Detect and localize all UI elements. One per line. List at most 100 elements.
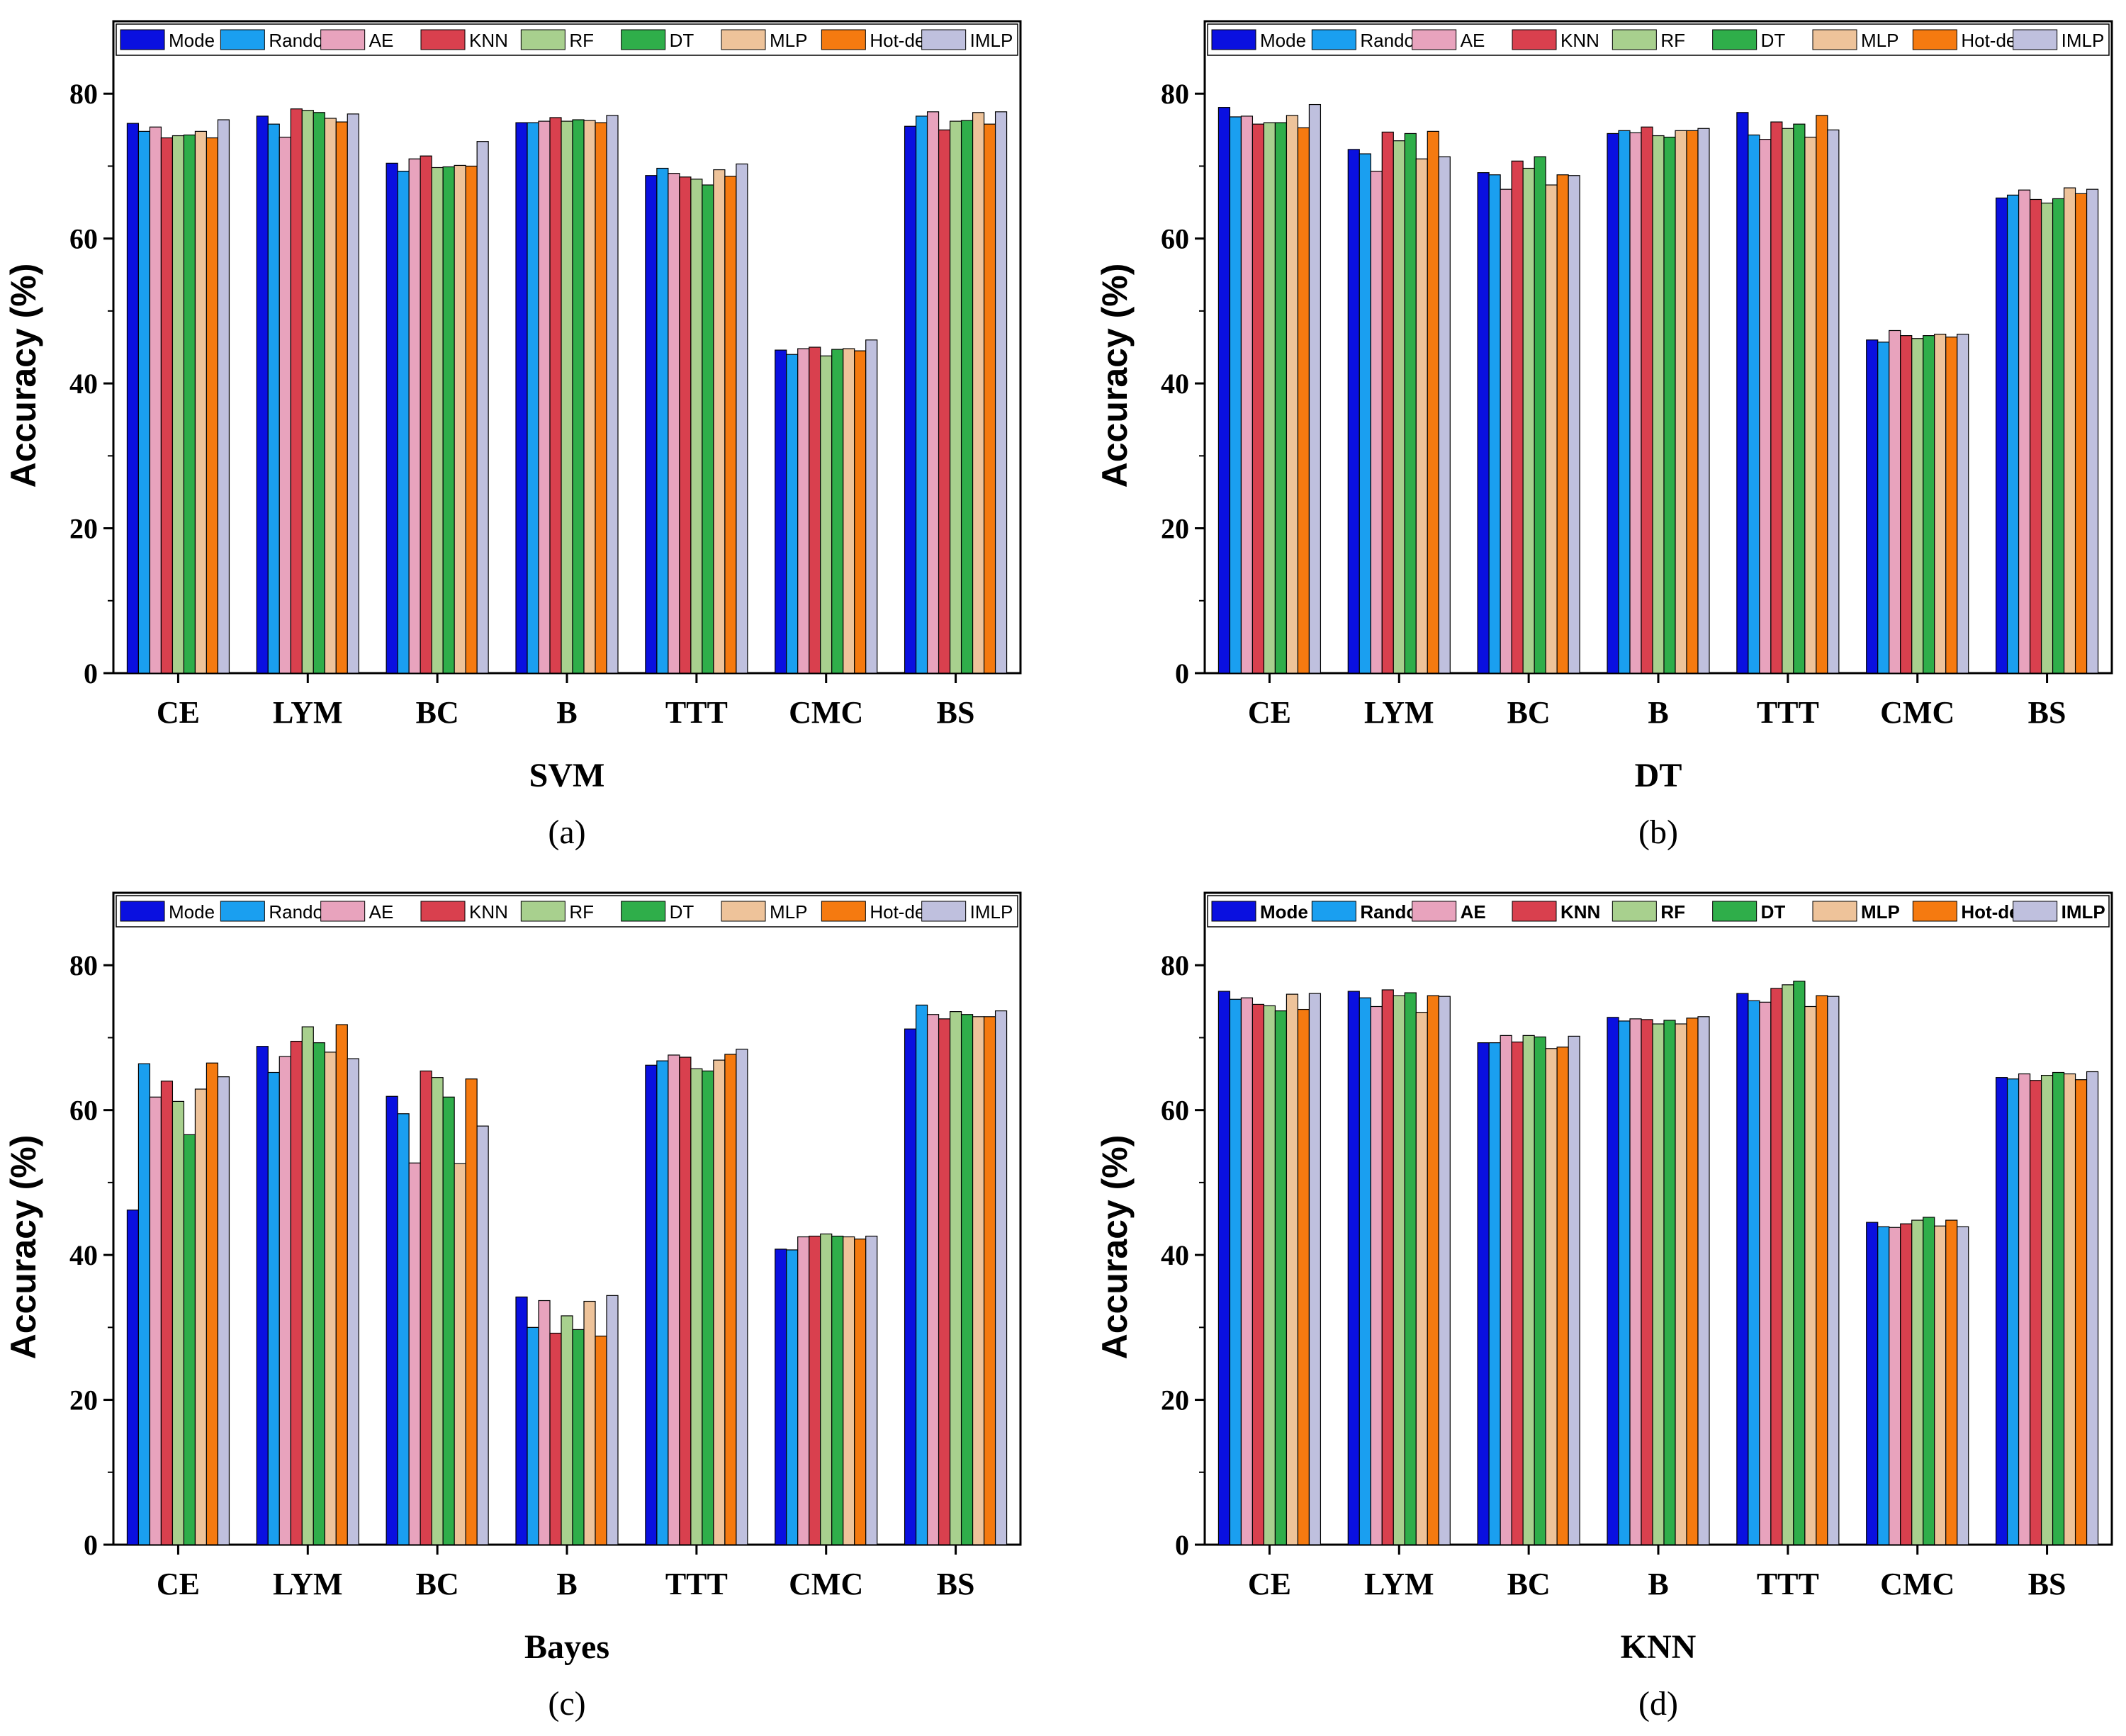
x-tick-label: LYM — [273, 695, 343, 730]
bar-rf-ttt — [1782, 128, 1794, 674]
bar-hot-deck-ttt — [724, 1054, 737, 1545]
x-tick-label: BS — [2028, 1567, 2066, 1601]
bar-mode-bc — [1477, 172, 1490, 674]
bar-mlp-bs — [972, 112, 985, 674]
legend: Mode Random AE KNN RF DT MLP Hot-deck IMLP — [1207, 895, 2110, 928]
y-tick-label: 40 — [1161, 368, 1189, 400]
bar-rf-cmc — [1911, 338, 1924, 674]
y-tick-label: 60 — [69, 1095, 98, 1127]
bar-rf-lym — [301, 1026, 314, 1545]
bar-imlp-bc — [476, 141, 489, 674]
bar-ae-bs — [926, 111, 940, 674]
bar-mode-cmc — [1866, 1222, 1879, 1545]
legend-swatch-mlp — [1812, 29, 1857, 50]
bar-hot-deck-bs — [2074, 1079, 2088, 1545]
bar-imlp-ce — [1308, 103, 1322, 674]
bar-knn-ttt — [679, 1056, 692, 1545]
bar-ae-ttt — [668, 173, 680, 674]
bar-rf-bc — [1522, 167, 1535, 674]
bar-dt-bc — [1534, 156, 1546, 674]
bar-mlp-ce — [194, 130, 208, 674]
y-tick-label: 0 — [1175, 658, 1189, 689]
legend-label-knn: KNN — [1560, 901, 1600, 923]
legend-label-dt: DT — [1761, 30, 1786, 51]
bar-mlp-ttt — [713, 169, 726, 674]
bar-imlp-bs — [2086, 1071, 2099, 1545]
panel-label: (b) — [1638, 813, 1678, 851]
bar-knn-cmc — [1900, 335, 1913, 674]
bar-ae-ttt — [1759, 139, 1772, 674]
bar-random-cmc — [1877, 1226, 1890, 1545]
legend-swatch-mlp — [1812, 901, 1857, 922]
bar-dt-b — [572, 119, 585, 674]
bar-mlp-cmc — [843, 348, 855, 674]
bar-hot-deck-lym — [335, 121, 348, 674]
bar-rf-bs — [2040, 1074, 2054, 1545]
bar-random-cmc — [786, 1249, 799, 1545]
x-tick-label: LYM — [273, 1567, 343, 1601]
bar-imlp-ce — [217, 1076, 230, 1545]
x-tick-label: BS — [2028, 695, 2066, 730]
bar-imlp-bc — [476, 1125, 489, 1545]
legend-label-mlp: MLP — [770, 901, 807, 923]
bar-mode-ttt — [645, 175, 658, 674]
bar-imlp-b — [1697, 128, 1710, 674]
x-tick-label: TTT — [665, 695, 728, 730]
bar-rf-cmc — [820, 1233, 833, 1545]
bar-mode-bc — [1477, 1042, 1490, 1545]
bar-mlp-ce — [1286, 993, 1299, 1545]
legend-label-imlp: IMLP — [2062, 30, 2105, 51]
bar-random-lym — [267, 1071, 280, 1545]
bar-dt-b — [1663, 136, 1676, 674]
bar-imlp-bs — [2086, 188, 2099, 674]
bar-random-ce — [1229, 116, 1242, 674]
legend-swatch-mlp — [721, 29, 766, 50]
x-tick-label: TTT — [1757, 695, 1819, 730]
bar-mode-ttt — [1736, 993, 1749, 1545]
chart-panel-1: 0 20 40 60 80 Accuracy (%) CE LYM BC B TTT CMC BS SVM… — [4, 20, 1022, 851]
bar-mlp-lym — [1415, 158, 1428, 674]
legend-label-rf: RF — [569, 901, 594, 923]
legend: Mode Random AE KNN RF DT MLP Hot-deck IMLP — [1207, 23, 2110, 56]
bar-random-bs — [2006, 1078, 2020, 1545]
bar-dt-cmc — [1923, 1217, 1935, 1545]
y-tick-label: 60 — [1161, 1095, 1189, 1127]
bar-dt-b — [572, 1329, 585, 1545]
bar-mode-ce — [126, 123, 140, 674]
bar-knn-b — [549, 117, 562, 674]
x-tick-label: TTT — [1757, 1567, 1819, 1601]
bar-imlp-lym — [347, 113, 359, 674]
bar-random-ce — [137, 1063, 151, 1545]
bar-hot-deck-lym — [1427, 995, 1439, 1545]
bar-imlp-cmc — [1957, 334, 1969, 674]
bar-mode-bc — [386, 162, 398, 674]
bar-rf-b — [1652, 1023, 1665, 1545]
legend-swatch-knn — [420, 901, 466, 922]
bar-ae-lym — [1370, 171, 1383, 674]
bar-mlp-lym — [324, 118, 337, 674]
legend-swatch-imlp — [2013, 901, 2058, 922]
bar-mode-cmc — [1866, 339, 1879, 674]
legend-swatch-mode — [1211, 29, 1256, 50]
y-tick-label: 20 — [1161, 1385, 1189, 1416]
bar-mode-bs — [904, 125, 917, 674]
bar-hot-deck-ttt — [1816, 995, 1828, 1545]
x-axis-label: KNN — [1621, 1628, 1697, 1666]
bar-knn-b — [1641, 126, 1653, 674]
bar-hot-deck-b — [595, 1335, 607, 1545]
y-tick-label: 80 — [1161, 78, 1189, 110]
x-tick-label: TTT — [665, 1567, 728, 1601]
bar-dt-lym — [313, 112, 325, 674]
bar-mlp-cmc — [843, 1236, 855, 1545]
bar-knn-cmc — [809, 1235, 821, 1545]
panel-label: (c) — [548, 1685, 585, 1723]
x-tick-label: LYM — [1364, 1567, 1434, 1601]
x-tick-label: B — [556, 1567, 577, 1601]
bar-mode-lym — [1347, 991, 1360, 1545]
bar-mlp-lym — [324, 1052, 337, 1545]
bar-knn-ttt — [1770, 988, 1783, 1545]
bar-knn-ttt — [679, 176, 692, 674]
legend-label-mode: Mode — [1260, 30, 1306, 51]
bar-ae-lym — [279, 136, 291, 674]
bar-random-ce — [137, 130, 151, 674]
